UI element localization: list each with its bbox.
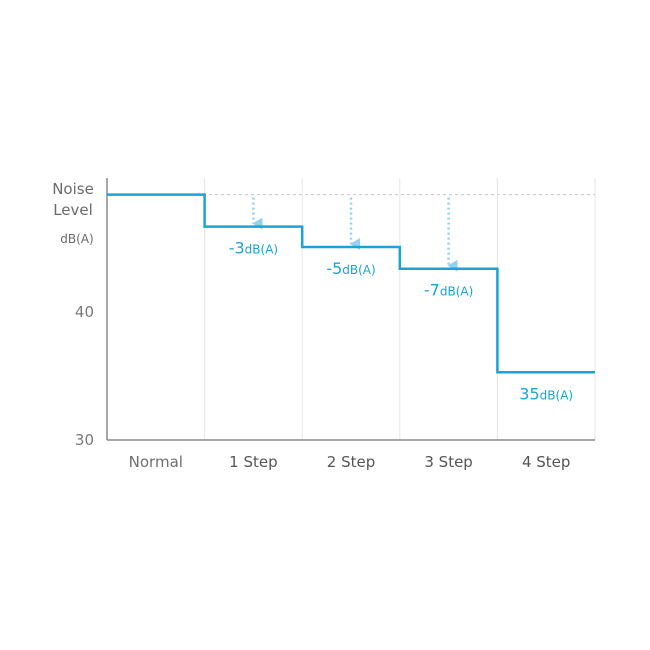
value-label-unit-3: dB(A) — [440, 285, 473, 299]
value-labels: -3dB(A)-5dB(A)-7dB(A)35dB(A) — [229, 239, 573, 404]
x-category-label-0: Normal — [129, 453, 183, 471]
value-label-3: -7dB(A) — [424, 281, 473, 300]
x-category-label-3: 3 Step — [424, 453, 472, 471]
value-label-number-2: -5 — [326, 259, 342, 278]
value-label-unit-4: dB(A) — [540, 388, 573, 402]
value-label-2: -5dB(A) — [326, 259, 375, 278]
value-label-number-4: 35 — [519, 384, 539, 403]
vertical-grid — [204, 178, 596, 440]
value-label-number-1: -3 — [229, 239, 245, 258]
x-category-labels: Normal 1 Step 2 Step 3 Step 4 Step — [129, 453, 571, 471]
y-tick-label-40: 40 — [75, 303, 94, 321]
y-axis-unit: dB(A) — [60, 232, 93, 246]
y-axis-title-line1: Noise — [52, 180, 94, 198]
value-label-1: -3dB(A) — [229, 239, 278, 258]
reduction-arrows — [252, 197, 458, 272]
noise-step-line — [107, 193, 595, 374]
y-tick-labels: 40 30 — [75, 303, 94, 449]
value-label-number-3: -7 — [424, 281, 440, 300]
y-tick-label-30: 30 — [75, 431, 94, 449]
value-label-4: 35dB(A) — [519, 384, 573, 403]
y-axis-title-line2: Level — [53, 201, 93, 219]
x-category-label-1: 1 Step — [229, 453, 277, 471]
x-category-label-2: 2 Step — [327, 453, 375, 471]
value-label-unit-2: dB(A) — [342, 263, 375, 277]
x-category-label-4: 4 Step — [522, 453, 570, 471]
value-label-unit-1: dB(A) — [245, 243, 278, 257]
